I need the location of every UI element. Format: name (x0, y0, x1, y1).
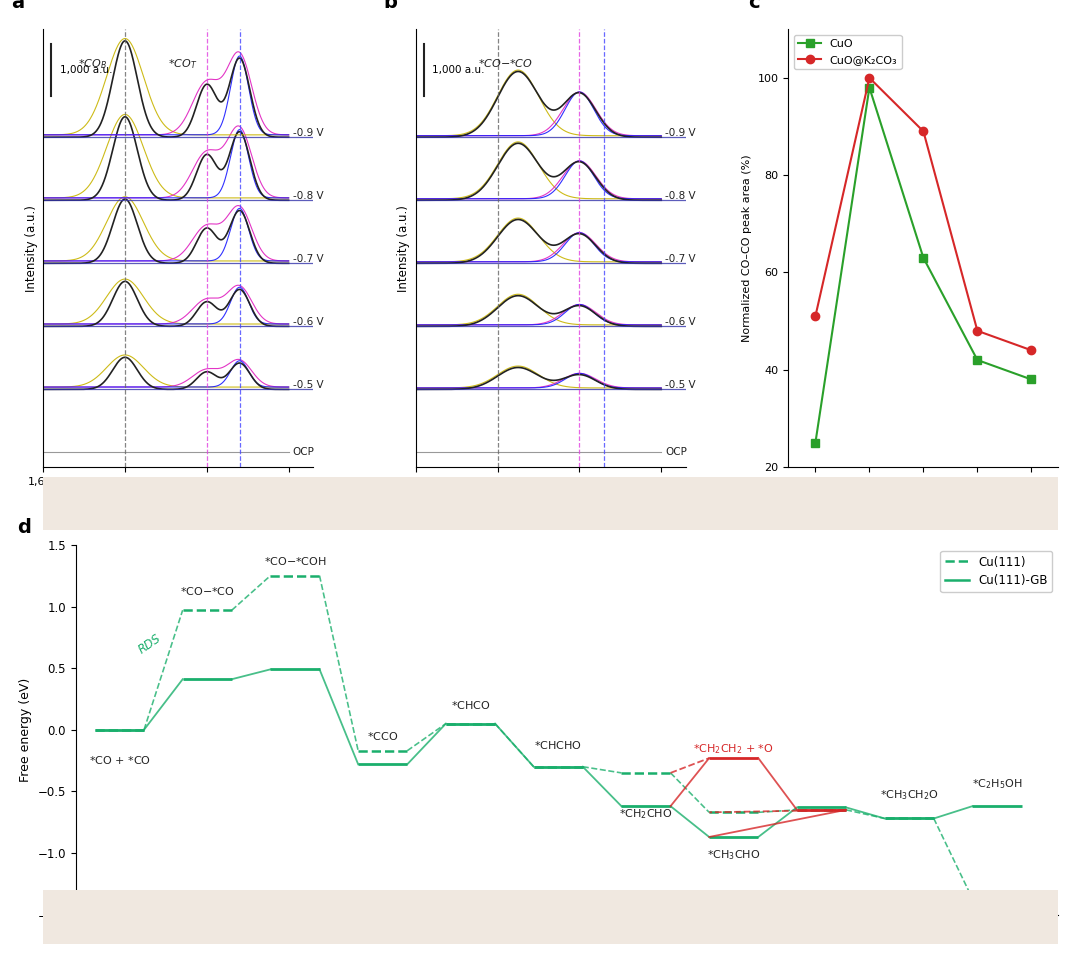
Legend: Cu(111), Cu(111)-GB: Cu(111), Cu(111)-GB (941, 551, 1053, 593)
Text: $*$CHCHO: $*$CHCHO (535, 739, 582, 751)
Text: $*$CO$-$$*$CO: $*$CO$-$$*$CO (179, 585, 234, 596)
Text: OCP: OCP (293, 448, 314, 457)
Text: -0.9 V: -0.9 V (665, 127, 696, 138)
Y-axis label: Intensity (a.u.): Intensity (a.u.) (25, 204, 38, 292)
Text: a: a (11, 0, 24, 12)
Text: c: c (747, 0, 759, 12)
Text: $*CO_B$: $*CO_B$ (78, 57, 107, 71)
Text: $*$CH$_2$CHO: $*$CH$_2$CHO (619, 808, 673, 821)
Text: OCP: OCP (665, 448, 687, 457)
X-axis label: Raman shift (cm$^{-1}$): Raman shift (cm$^{-1}$) (121, 492, 235, 510)
CuO (917, 252, 930, 264)
Text: $*$CO $+$ $*$CO: $*$CO $+$ $*$CO (89, 754, 150, 767)
CuO (809, 437, 822, 449)
Legend: CuO, CuO@K₂CO₃: CuO, CuO@K₂CO₃ (794, 35, 902, 69)
Y-axis label: Intensity (a.u.): Intensity (a.u.) (397, 204, 410, 292)
Text: -0.8 V: -0.8 V (665, 191, 696, 200)
Text: -0.5 V: -0.5 V (293, 380, 323, 390)
Text: d: d (16, 519, 30, 537)
Text: $*$CH$_3$CHO: $*$CH$_3$CHO (707, 848, 760, 862)
CuO@K₂CO₃ (809, 310, 822, 322)
Text: $*$CO$-$$*$COH: $*$CO$-$$*$COH (264, 555, 326, 567)
CuO@K₂CO₃ (1025, 344, 1038, 356)
Text: $*$C$_2$H$_5$OH: $*$C$_2$H$_5$OH (972, 777, 1022, 791)
Text: 1,000 a.u.: 1,000 a.u. (59, 65, 112, 75)
Text: $*$CCO: $*$CCO (367, 730, 399, 742)
CuO (1025, 374, 1038, 385)
CuO (863, 82, 876, 93)
Text: -0.6 V: -0.6 V (665, 317, 696, 327)
Text: -0.5 V: -0.5 V (665, 380, 696, 390)
CuO@K₂CO₃ (863, 72, 876, 84)
X-axis label: Potential (V versus RHE): Potential (V versus RHE) (851, 492, 996, 505)
Line: CuO: CuO (811, 84, 1036, 447)
X-axis label: Raman shift (cm$^{-1}$): Raman shift (cm$^{-1}$) (494, 492, 608, 510)
Text: -0.6 V: -0.6 V (293, 317, 323, 327)
Text: $*CO$$-$$*CO$: $*CO$$-$$*CO$ (478, 57, 534, 69)
Y-axis label: Normalized CO–CO peak area (%): Normalized CO–CO peak area (%) (742, 155, 752, 342)
Text: b: b (383, 0, 397, 12)
CuO@K₂CO₃ (917, 126, 930, 137)
Text: $*$CH$_3$CH$_2$O: $*$CH$_3$CH$_2$O (880, 789, 939, 803)
Text: -0.8 V: -0.8 V (293, 191, 323, 200)
Text: $*$CH$_2$CH$_2$ $+$ $*$O: $*$CH$_2$CH$_2$ $+$ $*$O (693, 742, 774, 756)
Text: -0.9 V: -0.9 V (293, 127, 323, 138)
Text: -0.7 V: -0.7 V (293, 254, 323, 264)
Text: -0.7 V: -0.7 V (665, 254, 696, 264)
X-axis label: Reaction coordinates: Reaction coordinates (501, 920, 633, 933)
Y-axis label: Free energy (eV): Free energy (eV) (18, 677, 31, 782)
CuO (971, 354, 984, 366)
Text: $*CO_T$: $*CO_T$ (167, 57, 197, 71)
Text: RDS: RDS (136, 631, 164, 657)
Line: CuO@K₂CO₃: CuO@K₂CO₃ (811, 74, 1036, 354)
Text: 1,000 a.u.: 1,000 a.u. (432, 65, 485, 75)
Text: $*$CHCO: $*$CHCO (450, 700, 490, 711)
CuO@K₂CO₃ (971, 325, 984, 337)
